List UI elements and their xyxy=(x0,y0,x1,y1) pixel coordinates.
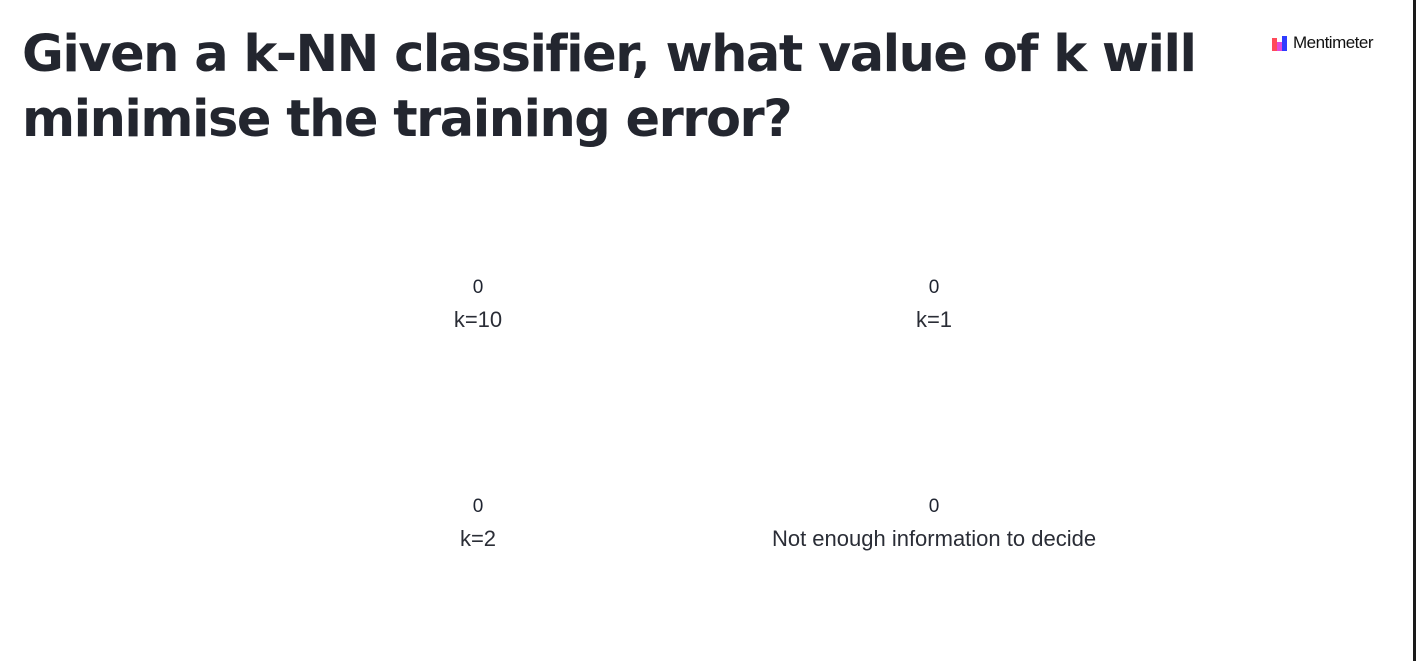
option-count: 0 xyxy=(928,496,940,517)
option-count: 0 xyxy=(472,496,484,517)
option-k-2: 0 k=2 xyxy=(460,495,496,552)
question-title: Given a k-NN classifier, what value of k… xyxy=(22,25,1197,149)
option-not-enough-information: 0 Not enough information to decide xyxy=(772,495,1096,552)
brand: Mentimeter xyxy=(1272,33,1374,53)
option-k-1: 0 k=1 xyxy=(916,276,952,333)
option-label: Not enough information to decide xyxy=(771,526,1097,551)
option-label: k=2 xyxy=(459,526,497,551)
mentimeter-logo-icon xyxy=(1272,35,1287,51)
option-label: k=1 xyxy=(915,307,953,332)
option-label: k=10 xyxy=(453,307,503,332)
option-count: 0 xyxy=(928,277,940,298)
window-edge xyxy=(1413,0,1416,661)
option-count: 0 xyxy=(472,277,484,298)
brand-name: Mentimeter xyxy=(1293,33,1374,52)
option-k-10: 0 k=10 xyxy=(454,276,502,333)
